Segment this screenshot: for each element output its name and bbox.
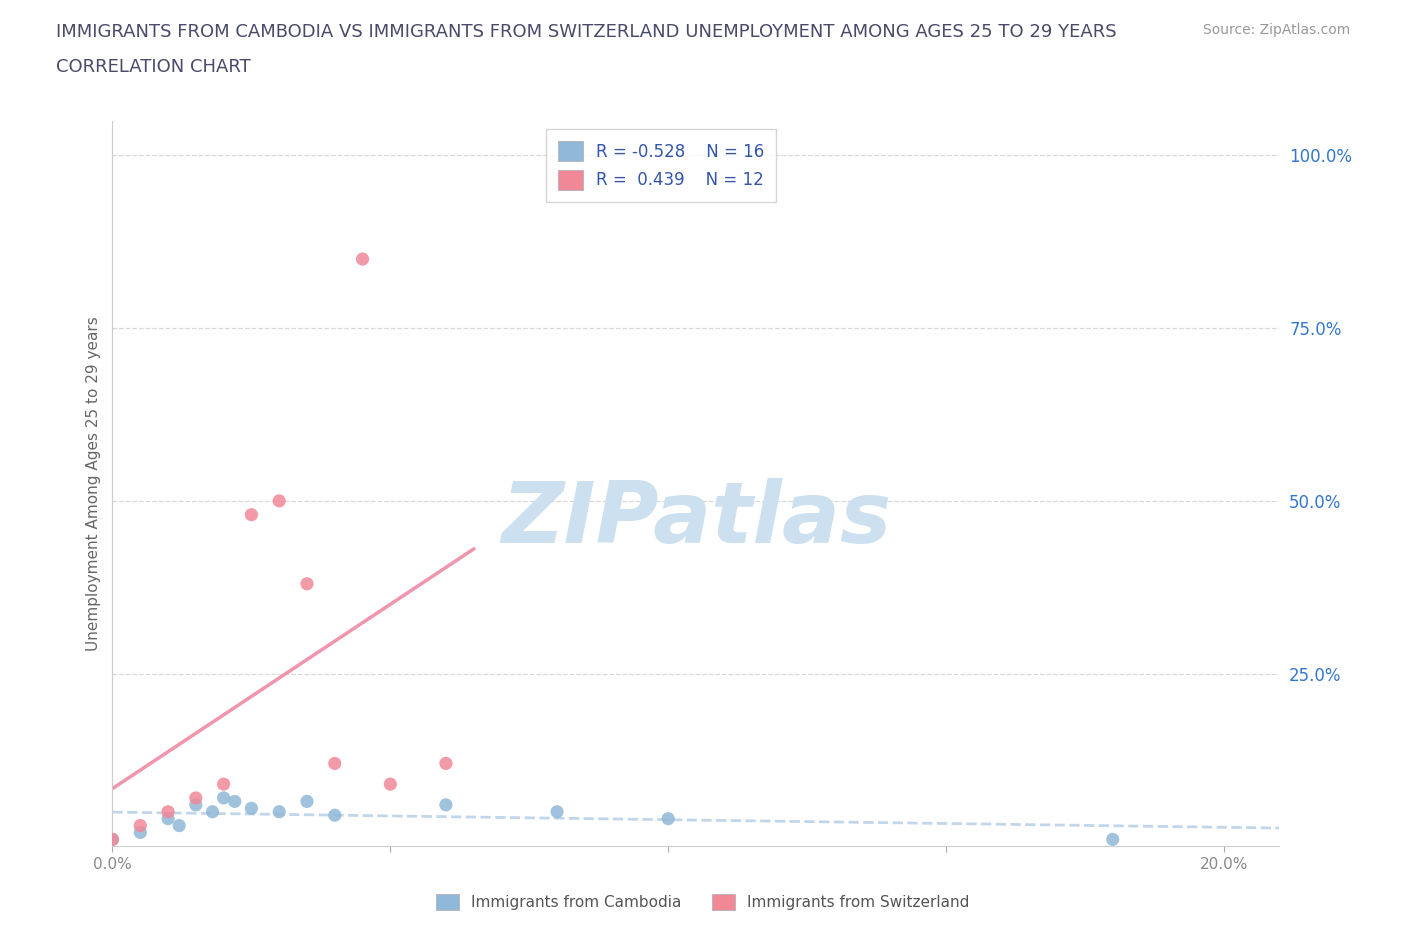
Point (212, 777, 235, 791)
Point (434, 756, 457, 771)
Point (101, 832, 124, 847)
Point (224, 794, 246, 809)
Point (157, 804, 180, 819)
Point (129, 825, 152, 840)
Point (212, 790, 235, 805)
Point (184, 797, 207, 812)
Point (240, 801, 263, 816)
Point (184, 790, 207, 805)
Point (295, 577, 318, 591)
Point (269, 804, 291, 819)
Text: IMMIGRANTS FROM CAMBODIA VS IMMIGRANTS FROM SWITZERLAND UNEMPLOYMENT AMONG AGES : IMMIGRANTS FROM CAMBODIA VS IMMIGRANTS F… (56, 23, 1116, 41)
Text: ZIPatlas: ZIPatlas (501, 478, 891, 562)
Point (157, 811, 180, 826)
Text: CORRELATION CHART: CORRELATION CHART (56, 58, 252, 75)
Point (657, 811, 679, 826)
Point (323, 756, 346, 771)
Point (1101, 832, 1123, 847)
Point (295, 794, 318, 809)
Text: Source: ZipAtlas.com: Source: ZipAtlas.com (1202, 23, 1350, 37)
Legend: R = -0.528    N = 16, R =  0.439    N = 12: R = -0.528 N = 16, R = 0.439 N = 12 (546, 129, 776, 202)
Point (201, 804, 224, 819)
Point (323, 808, 346, 823)
Point (101, 832, 124, 847)
Point (352, 252, 374, 267)
Y-axis label: Unemployment Among Ages 25 to 29 years: Unemployment Among Ages 25 to 29 years (86, 316, 101, 651)
Legend: Immigrants from Cambodia, Immigrants from Switzerland: Immigrants from Cambodia, Immigrants fro… (429, 886, 977, 918)
Point (269, 494, 291, 509)
Point (167, 818, 190, 833)
Point (380, 777, 402, 791)
Point (546, 804, 568, 819)
Point (434, 797, 457, 812)
Point (129, 818, 152, 833)
Point (240, 507, 263, 522)
